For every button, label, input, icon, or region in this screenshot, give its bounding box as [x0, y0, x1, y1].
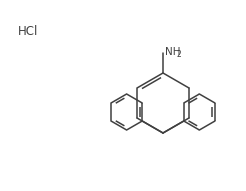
Text: 2: 2 [176, 50, 181, 59]
Text: NH: NH [165, 47, 181, 57]
Text: HCl: HCl [18, 25, 38, 38]
